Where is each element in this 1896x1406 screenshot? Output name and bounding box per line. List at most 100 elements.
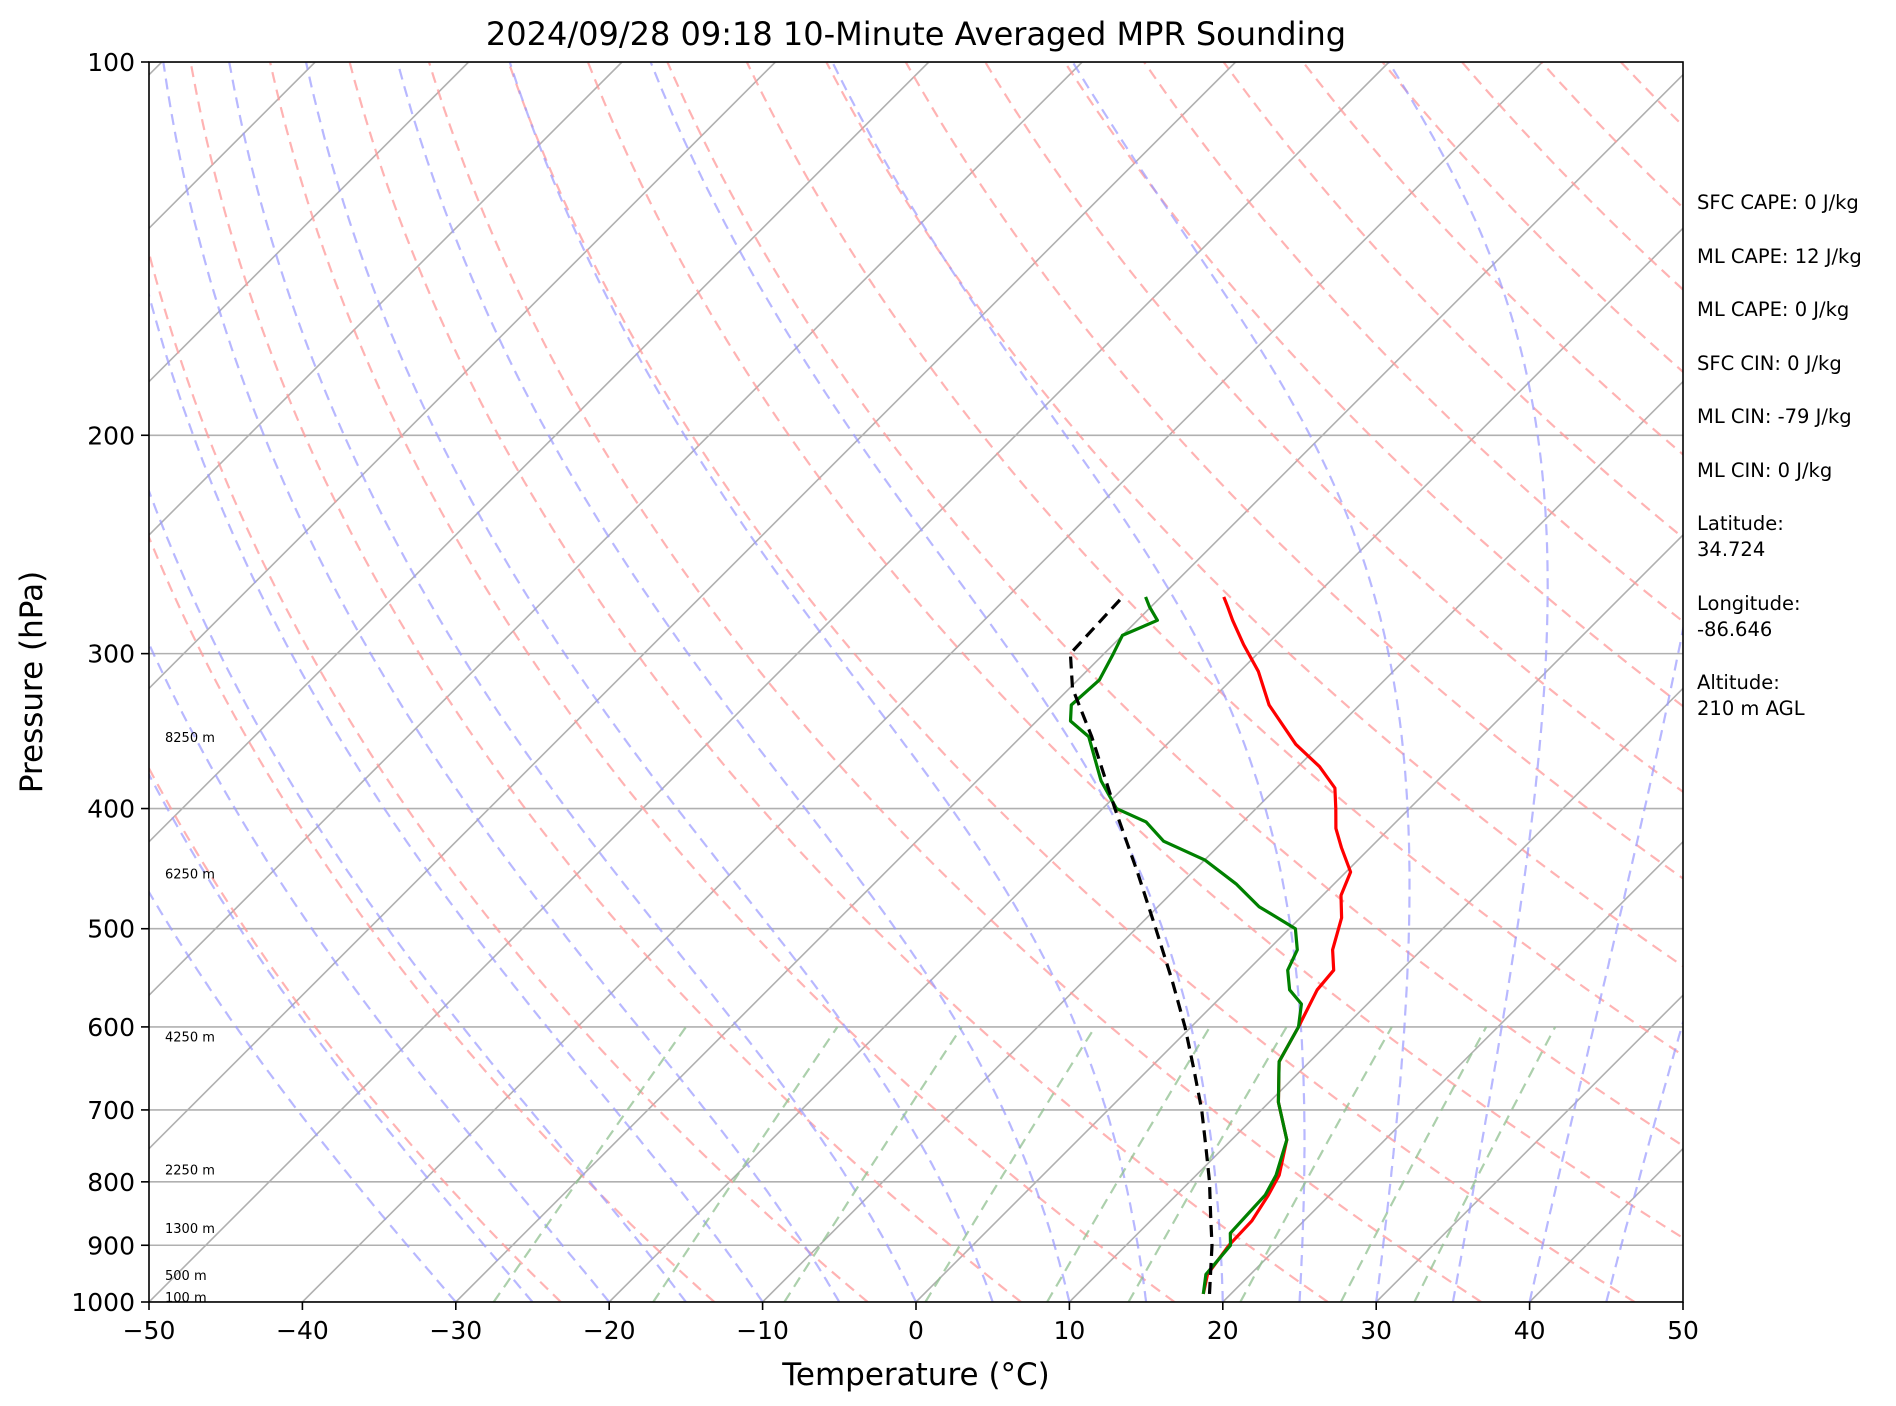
x-tick-label: 30 [1360, 1316, 1392, 1345]
isotherm-line [1068, 687, 1683, 1302]
y-tick-label: 200 [87, 421, 135, 450]
height-label: 6250 m [165, 867, 215, 882]
height-label: 4250 m [165, 1031, 215, 1046]
mixing-ratio-line [1046, 1026, 1211, 1302]
longitude-label: Longitude: [1697, 592, 1801, 615]
background-lines [0, 62, 1896, 1302]
isotherm-line [149, 62, 930, 843]
moist-adiabat-line [149, 772, 534, 1302]
isotherm-line [608, 227, 1683, 1302]
y-tick-label: 300 [87, 640, 135, 669]
x-axis-label: Temperature (°C) [781, 1357, 1050, 1393]
isotherm-line [149, 62, 470, 383]
sfc-cape-text: SFC CAPE: 0 J/kg [1697, 191, 1859, 214]
latitude-value: 34.724 [1697, 538, 1765, 561]
x-tick-label: 10 [1053, 1316, 1085, 1345]
x-tick-label: 40 [1514, 1316, 1546, 1345]
altitude-label: Altitude: [1697, 671, 1780, 694]
dewpoint-trace [1068, 596, 1303, 1295]
latitude-label: Latitude: [1697, 512, 1784, 535]
height-label: 8250 m [165, 731, 215, 746]
dry-adiabat-line [904, 62, 1683, 880]
altitude-value: 210 m AGL [1697, 697, 1805, 720]
x-tick-label: −20 [583, 1316, 636, 1345]
mixing-ratio-line [492, 1026, 687, 1302]
isotherm-line [1222, 840, 1683, 1302]
dry-adiabat-line [745, 62, 1683, 1057]
moist-adiabat-line [1528, 623, 1683, 1302]
dry-adiabat-line [149, 766, 562, 1302]
dry-adiabat-line [507, 62, 1636, 1302]
sounding-parameters: SFC CAPE: 0 J/kg ML CAPE: 12 J/kg ML CAP… [1697, 191, 1862, 720]
moist-adiabat-line [228, 62, 917, 1302]
isotherm-line [149, 62, 1083, 997]
moist-adiabat-line [162, 62, 841, 1302]
y-tick-label: 100 [87, 48, 135, 77]
dry-adiabat-line [189, 62, 1022, 1302]
mixing-ratio-line [924, 1026, 1096, 1302]
y-tick-label: 900 [87, 1231, 135, 1260]
isotherm-line [762, 380, 1683, 1302]
ml-cin-text: ML CIN: -79 J/kg [1697, 405, 1852, 428]
mixing-ratio-line [1339, 1026, 1488, 1302]
sfc-cin-text: SFC CIN: 0 J/kg [1697, 352, 1842, 375]
dry-adiabat-line [427, 62, 1482, 1302]
x-axis-ticks: −50 −40 −30 −20 −10 0 10 20 30 40 50 [123, 1302, 1699, 1345]
x-tick-label: −10 [736, 1316, 789, 1345]
isotherm-line [301, 62, 1543, 1302]
dry-adiabat-line [586, 62, 1683, 1240]
y-axis-ticks: 1000 900 800 700 600 500 400 300 200 100 [71, 48, 149, 1317]
y-tick-label: 400 [87, 795, 135, 824]
isotherm-line [149, 62, 623, 537]
moist-adiabat-line [1605, 1018, 1683, 1302]
mixing-ratio-line [783, 1026, 963, 1302]
dry-adiabat-line [269, 62, 1176, 1302]
moist-adiabat-line [831, 62, 1306, 1302]
mixing-ratio-line [652, 1026, 839, 1302]
moist-adiabat-line [149, 290, 764, 1302]
dry-adiabat-line [149, 534, 716, 1302]
dry-adiabat-line [1143, 62, 1683, 623]
height-label: 2250 m [165, 1163, 215, 1178]
isotherm-line [915, 533, 1683, 1302]
dry-adiabat-line [1302, 62, 1683, 456]
x-tick-label: 0 [908, 1316, 924, 1345]
ml-cape-text: ML CAPE: 12 J/kg [1697, 245, 1862, 268]
height-label: 1300 m [165, 1222, 215, 1237]
ml-cape-text-2: ML CAPE: 0 J/kg [1697, 298, 1849, 321]
dry-adiabat-line [984, 62, 1683, 794]
temperature-trace [1201, 596, 1353, 1295]
x-tick-label: −30 [429, 1316, 482, 1345]
ml-cin-text-2: ML CIN: 0 J/kg [1697, 459, 1832, 482]
parcel-path-trace [1068, 595, 1214, 1294]
moist-adiabat-line [508, 62, 1148, 1302]
y-axis-label: Pressure (hPa) [14, 571, 50, 793]
isotherm-line [1375, 994, 1683, 1302]
y-tick-label: 600 [87, 1013, 135, 1042]
y-tick-label: 1000 [71, 1288, 135, 1317]
mixing-ratio-line [1413, 1026, 1557, 1302]
longitude-value: -86.646 [1697, 618, 1772, 641]
dry-adiabat-line [1063, 62, 1683, 708]
dry-adiabat-line [1859, 62, 1896, 1302]
isotherm-line [149, 62, 1390, 1302]
dry-adiabat-line [1222, 62, 1683, 540]
y-tick-label: 500 [87, 915, 135, 944]
isotherm-line [149, 62, 1237, 1150]
height-label: 500 m [165, 1269, 207, 1284]
moist-adiabat-line [1387, 62, 1549, 1302]
isotherm-line [149, 62, 776, 690]
height-label: 100 m [165, 1291, 207, 1306]
dry-adiabat-line [348, 62, 1329, 1302]
data-series [1068, 595, 1353, 1295]
isotherm-line [0, 62, 8, 1302]
moist-adiabat-line [149, 641, 611, 1302]
y-tick-label: 700 [87, 1096, 135, 1125]
moist-adiabat-line [649, 62, 1224, 1302]
chart-title: 2024/09/28 09:18 10-Minute Averaged MPR … [486, 15, 1346, 53]
plot-frame [148, 61, 1684, 1303]
isotherm-line [455, 73, 1683, 1302]
mixing-ratio-line [1239, 1026, 1393, 1302]
x-tick-label: 20 [1207, 1316, 1239, 1345]
